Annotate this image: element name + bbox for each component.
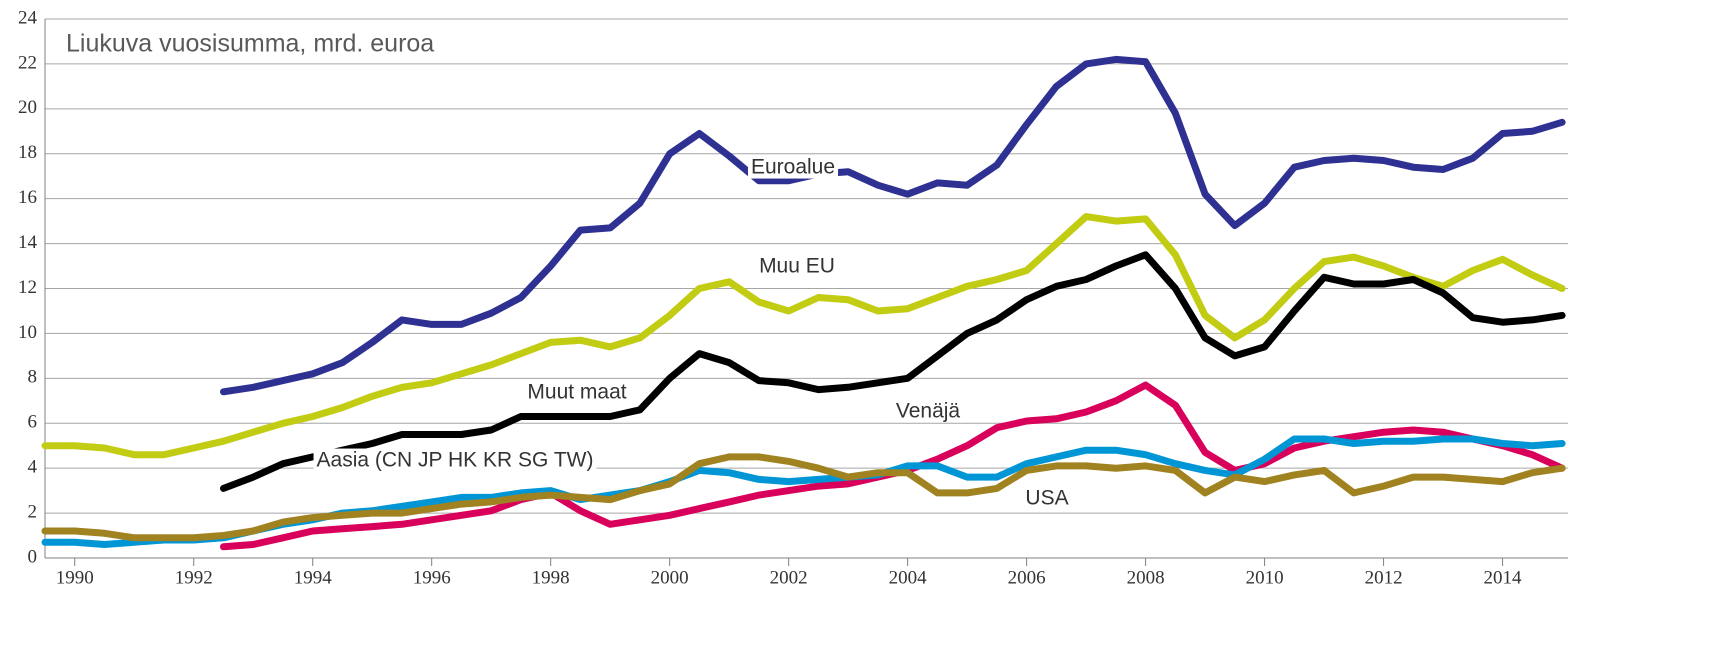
series-line [220,55,1566,396]
y-tick-label: 22 [18,52,37,73]
x-tick-label: 1994 [294,567,333,588]
y-tick-label: 10 [18,322,37,343]
label-bg [747,155,839,179]
label-bg [756,254,838,278]
x-tick-label: 1998 [532,567,570,588]
x-tick-label: 1996 [413,567,451,588]
series-line [41,453,1566,542]
x-tick-label: 2002 [770,567,808,588]
y-tick-label: 4 [28,457,38,478]
series-label: Euroalue [751,156,835,179]
x-tick-label: 1990 [56,567,94,588]
series-line [220,251,1566,492]
y-tick-label: 24 [18,7,38,28]
series-label: Venäjä [896,400,961,423]
label-bg [313,448,597,472]
y-tick-label: 0 [28,546,38,567]
y-tick-label: 18 [18,142,37,163]
x-tick-label: 2000 [651,567,689,588]
y-tick-label: 2 [28,501,38,522]
y-tick-label: 16 [18,187,37,208]
x-tick-label: 2010 [1246,567,1284,588]
x-tick-label: 2014 [1484,567,1523,588]
x-tick-label: 2012 [1365,567,1403,588]
label-bg [1022,486,1072,510]
label-bg [892,399,964,423]
y-tick-label: 12 [18,277,37,298]
y-tick-label: 6 [28,412,38,433]
x-tick-label: 1992 [175,567,213,588]
series-line [41,213,1566,459]
series-label: Muu EU [759,255,835,278]
chart-title: Liukuva vuosisumma, mrd. euroa [66,30,434,58]
x-tick-label: 2006 [1008,567,1046,588]
x-tick-label: 2004 [889,567,928,588]
y-tick-label: 8 [28,367,38,388]
y-tick-label: 14 [18,232,38,253]
series-label: Muut maat [527,381,626,404]
series-label: Aasia (CN JP HK KR SG TW) [317,449,594,472]
y-tick-label: 20 [18,97,37,118]
label-bg [524,380,630,404]
x-tick-label: 2008 [1127,567,1165,588]
series-label: USA [1025,487,1068,510]
